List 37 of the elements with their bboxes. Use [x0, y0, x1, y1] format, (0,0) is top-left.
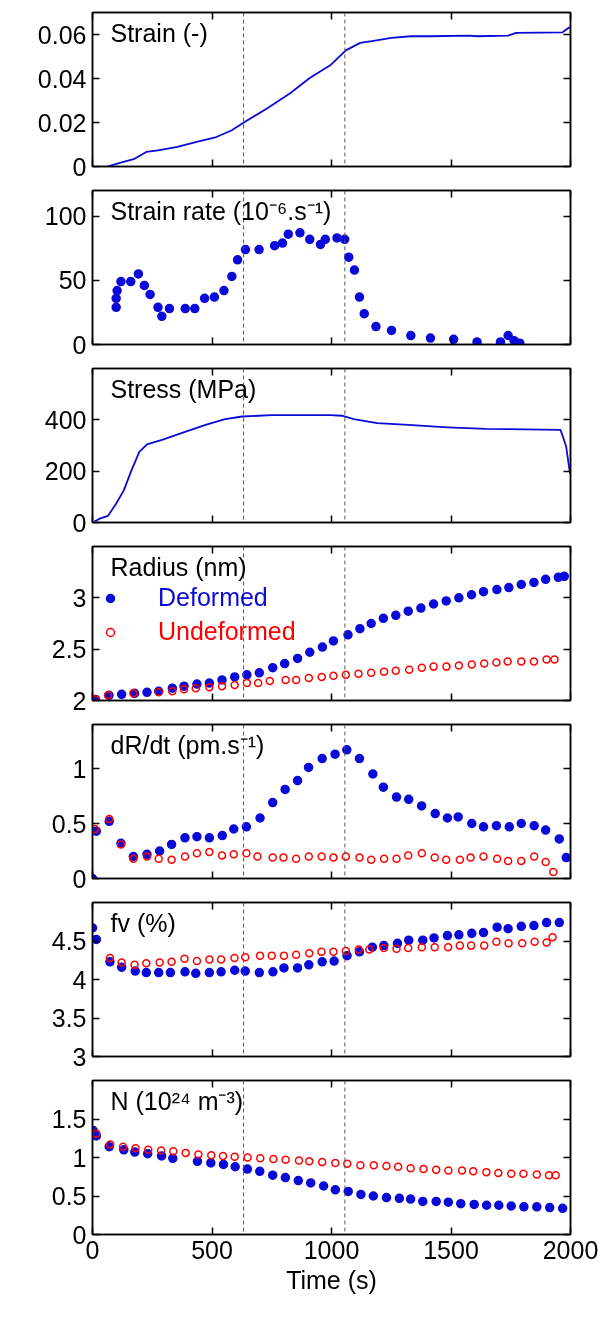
y-tick-label: 3: [72, 583, 87, 612]
y-tick-label: 4: [72, 965, 87, 994]
y-tick-label: 0.06: [37, 20, 87, 49]
y-tick-label: 1: [72, 1143, 87, 1172]
y-tick-label: 3: [72, 1042, 87, 1071]
chart-title: fv (%): [110, 908, 176, 937]
y-tick-label: 3.5: [51, 1004, 87, 1032]
chart-title: Radius (nm): [110, 552, 247, 581]
y-tick-label: 200: [44, 457, 87, 486]
y-tick-label: 0: [72, 152, 87, 181]
legend-label: Undeformed: [158, 617, 296, 646]
x-axis-title: Time (s): [286, 1265, 377, 1294]
y-tick-label: 100: [44, 202, 87, 231]
y-tick-label: 0: [72, 864, 87, 893]
y-tick-label: 0.04: [37, 64, 87, 93]
legend-label: Deformed: [158, 583, 268, 612]
y-tick-label: 2: [72, 686, 87, 715]
chart-title: Stress (MPa): [110, 374, 257, 403]
chart-title: Strain rate (10⁻⁶.s⁻¹): [110, 196, 332, 225]
y-tick-label: 0.02: [37, 108, 87, 137]
chart-title: Strain (-): [110, 18, 208, 47]
y-tick-label: 50: [58, 266, 87, 295]
x-tick-label: 1500: [423, 1235, 479, 1264]
y-tick-label: 0.5: [51, 809, 87, 838]
chart-title: N (10²⁴ m⁻³): [110, 1086, 244, 1115]
x-tick-label: 500: [191, 1235, 233, 1264]
chart-title: dR/dt (pm.s⁻¹): [110, 730, 265, 759]
y-tick-label: 0.5: [51, 1182, 87, 1210]
x-tick-label: 1000: [303, 1235, 360, 1264]
y-tick-label: 0: [72, 508, 87, 537]
y-tick-label: 1: [72, 754, 87, 783]
y-tick-label: 2.5: [51, 635, 87, 664]
y-tick-label: 0: [72, 330, 87, 359]
y-tick-label: 1.5: [51, 1105, 87, 1133]
y-tick-label: 4.5: [51, 927, 87, 955]
x-tick-label: 2000: [542, 1235, 599, 1264]
y-tick-label: 400: [44, 405, 87, 434]
